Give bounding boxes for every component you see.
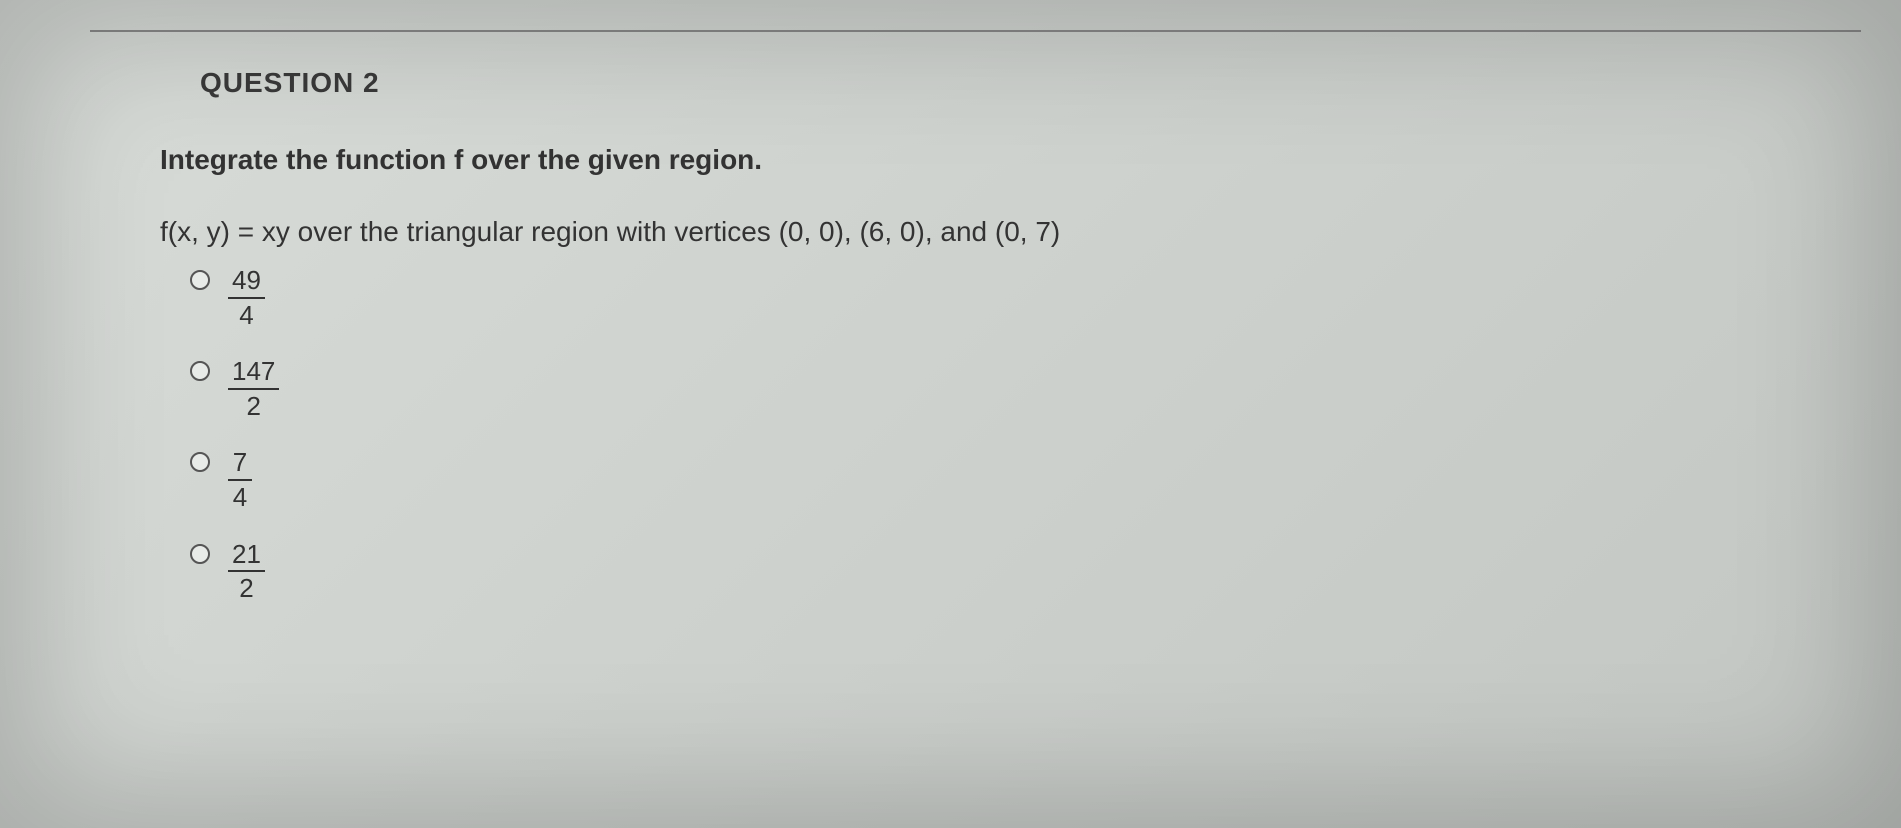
option-row: 7 4 (190, 448, 1901, 511)
option-1-numerator: 49 (228, 266, 265, 299)
option-row: 49 4 (190, 266, 1901, 329)
option-2-numerator: 147 (228, 357, 279, 390)
page-container: QUESTION 2 Integrate the function f over… (0, 0, 1901, 661)
header-area: QUESTION 2 (90, 67, 1901, 99)
horizontal-divider (90, 30, 1861, 32)
option-4-denominator: 2 (235, 572, 257, 603)
radio-option-2[interactable] (190, 361, 210, 381)
prompt-area: Integrate the function f over the given … (90, 144, 1901, 603)
question-title: QUESTION 2 (200, 67, 1901, 99)
option-3-denominator: 4 (229, 481, 251, 512)
option-3-fraction: 7 4 (228, 448, 252, 511)
radio-option-1[interactable] (190, 270, 210, 290)
option-3-numerator: 7 (228, 448, 252, 481)
radio-option-3[interactable] (190, 452, 210, 472)
option-1-fraction: 49 4 (228, 266, 265, 329)
option-2-fraction: 147 2 (228, 357, 279, 420)
option-4-fraction: 21 2 (228, 540, 265, 603)
option-row: 147 2 (190, 357, 1901, 420)
option-1-denominator: 4 (235, 299, 257, 330)
option-4-numerator: 21 (228, 540, 265, 573)
radio-option-4[interactable] (190, 544, 210, 564)
instruction-text: Integrate the function f over the given … (160, 144, 1901, 176)
problem-statement: f(x, y) = xy over the triangular region … (160, 216, 1901, 248)
option-2-denominator: 2 (242, 390, 264, 421)
option-row: 21 2 (190, 540, 1901, 603)
options-area: 49 4 147 2 7 4 (160, 266, 1901, 603)
